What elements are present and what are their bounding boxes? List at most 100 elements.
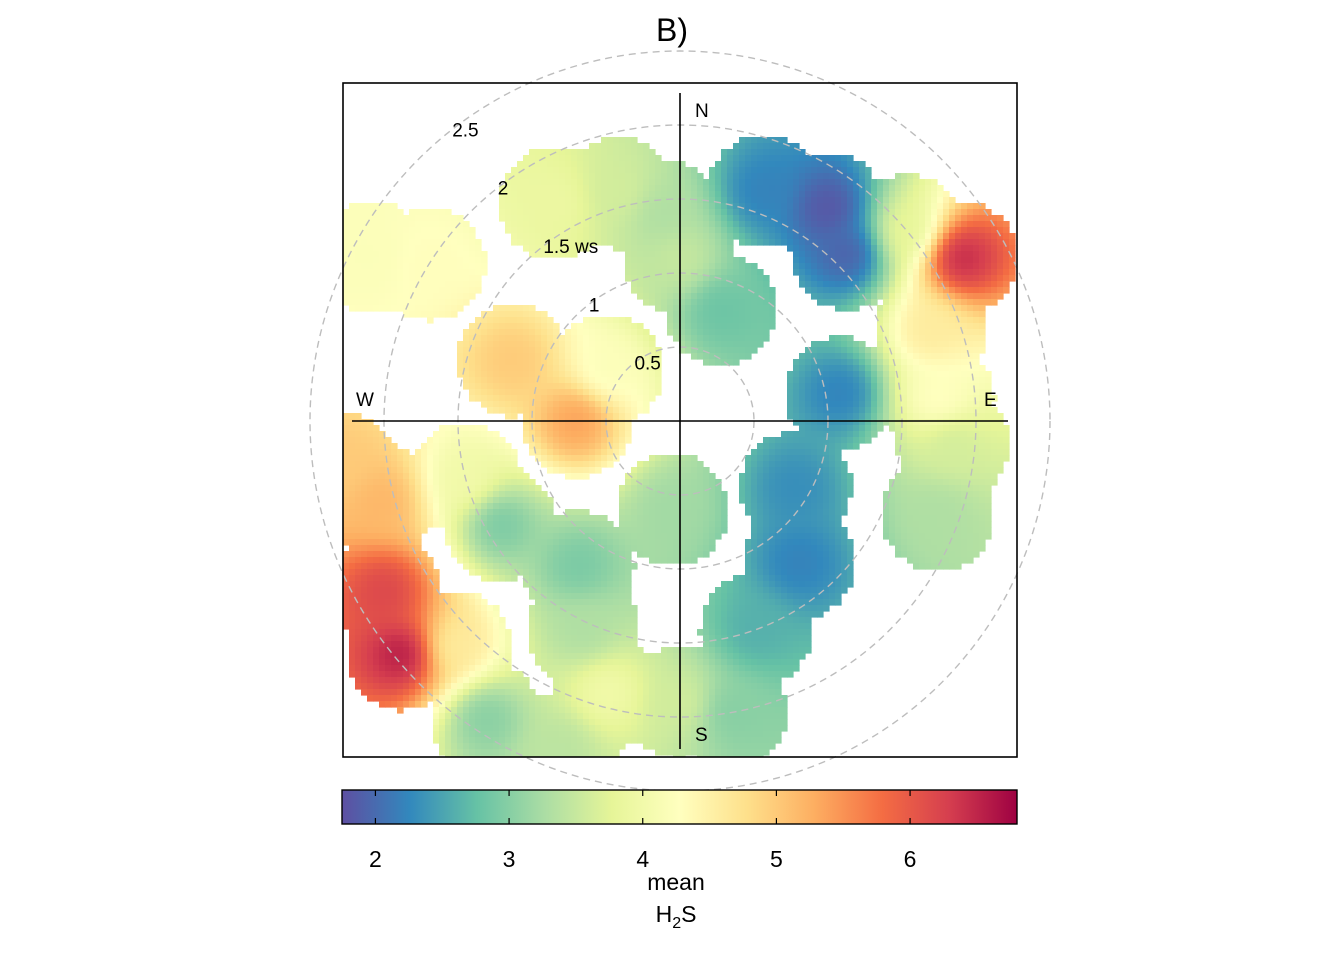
- heatmap-cell: [877, 245, 884, 252]
- heatmap-cell: [691, 173, 698, 180]
- heatmap-cell: [1003, 263, 1010, 270]
- heatmap-cell: [907, 419, 914, 426]
- heatmap-cell: [967, 233, 974, 240]
- heatmap-cell: [697, 251, 704, 258]
- heatmap-cell: [475, 491, 482, 498]
- heatmap-cell: [523, 305, 530, 312]
- heatmap-cell: [835, 359, 842, 366]
- heatmap-cell: [961, 455, 968, 462]
- heatmap-cell: [637, 293, 644, 300]
- heatmap-cell: [985, 377, 992, 384]
- heatmap-cell: [745, 455, 752, 462]
- heatmap-cell: [565, 197, 572, 204]
- heatmap-cell: [949, 395, 956, 402]
- heatmap-cell: [607, 413, 614, 420]
- heatmap-cell: [799, 497, 806, 504]
- heatmap-cell: [907, 365, 914, 372]
- heatmap-cell: [661, 221, 668, 228]
- heatmap-cell: [433, 239, 440, 246]
- heatmap-cell: [787, 185, 794, 192]
- heatmap-cell: [625, 413, 632, 420]
- heatmap-cell: [811, 251, 818, 258]
- heatmap-cell: [637, 239, 644, 246]
- heatmap-cell: [799, 377, 806, 384]
- heatmap-cell: [451, 491, 458, 498]
- heatmap-cell: [757, 509, 764, 516]
- heatmap-cell: [697, 257, 704, 264]
- heatmap-cell: [481, 425, 488, 432]
- heatmap-cell: [907, 455, 914, 462]
- heatmap-cell: [619, 347, 626, 354]
- heatmap-cell: [583, 149, 590, 156]
- heatmap-cell: [361, 299, 368, 306]
- heatmap-cell: [607, 179, 614, 186]
- heatmap-cell: [865, 251, 872, 258]
- heatmap-cell: [343, 527, 350, 534]
- heatmap-cell: [643, 257, 650, 264]
- heatmap-cell: [769, 461, 776, 468]
- heatmap-cell: [883, 245, 890, 252]
- heatmap-cell: [463, 293, 470, 300]
- heatmap-cell: [553, 443, 560, 450]
- heatmap-cell: [595, 395, 602, 402]
- heatmap-cell: [919, 437, 926, 444]
- heatmap-cell: [949, 353, 956, 360]
- heatmap-cell: [763, 281, 770, 288]
- heatmap-cell: [805, 275, 812, 282]
- heatmap-cell: [625, 239, 632, 246]
- heatmap-cell: [349, 509, 356, 516]
- heatmap-cell: [847, 185, 854, 192]
- heatmap-cell: [961, 425, 968, 432]
- heatmap-cell: [391, 533, 398, 540]
- heatmap-cell: [595, 335, 602, 342]
- heatmap-cell: [481, 389, 488, 396]
- heatmap-cell: [835, 353, 842, 360]
- heatmap-cell: [781, 215, 788, 222]
- heatmap-cell: [697, 233, 704, 240]
- heatmap-cell: [793, 419, 800, 426]
- heatmap-cell: [505, 413, 512, 420]
- heatmap-cell: [853, 383, 860, 390]
- heatmap-cell: [913, 179, 920, 186]
- heatmap-cell: [541, 389, 548, 396]
- heatmap-cell: [463, 503, 470, 510]
- heatmap-cell: [805, 347, 812, 354]
- heatmap-cell: [607, 347, 614, 354]
- heatmap-cell: [469, 395, 476, 402]
- heatmap-cell: [547, 191, 554, 198]
- heatmap-cell: [409, 275, 416, 282]
- heatmap-cell: [415, 485, 422, 492]
- heatmap-cell: [823, 287, 830, 294]
- heatmap-cell: [505, 527, 512, 534]
- heatmap-cell: [409, 239, 416, 246]
- heatmap-cell: [565, 167, 572, 174]
- heatmap-cell: [847, 395, 854, 402]
- heatmap-cell: [691, 311, 698, 318]
- heatmap-cell: [589, 167, 596, 174]
- heatmap-cell: [889, 191, 896, 198]
- heatmap-cell: [451, 449, 458, 456]
- heatmap-cell: [499, 323, 506, 330]
- heatmap-cell: [973, 383, 980, 390]
- heatmap-cell: [583, 203, 590, 210]
- heatmap-cell: [631, 239, 638, 246]
- heatmap-cell: [511, 347, 518, 354]
- heatmap-cell: [943, 227, 950, 234]
- heatmap-cell: [943, 323, 950, 330]
- heatmap-cell: [625, 323, 632, 330]
- heatmap-cell: [427, 317, 434, 324]
- heatmap-cell: [361, 443, 368, 450]
- heatmap-cell: [397, 269, 404, 276]
- heatmap-cell: [817, 173, 824, 180]
- heatmap-cell: [373, 431, 380, 438]
- heatmap-cell: [631, 233, 638, 240]
- heatmap-cell: [391, 203, 398, 210]
- heatmap-cell: [577, 197, 584, 204]
- heatmap-cell: [463, 467, 470, 474]
- heatmap-cell: [601, 185, 608, 192]
- heatmap-cell: [823, 269, 830, 276]
- heatmap-cell: [859, 191, 866, 198]
- heatmap-cell: [739, 149, 746, 156]
- heatmap-cell: [511, 311, 518, 318]
- heatmap-cell: [643, 467, 650, 474]
